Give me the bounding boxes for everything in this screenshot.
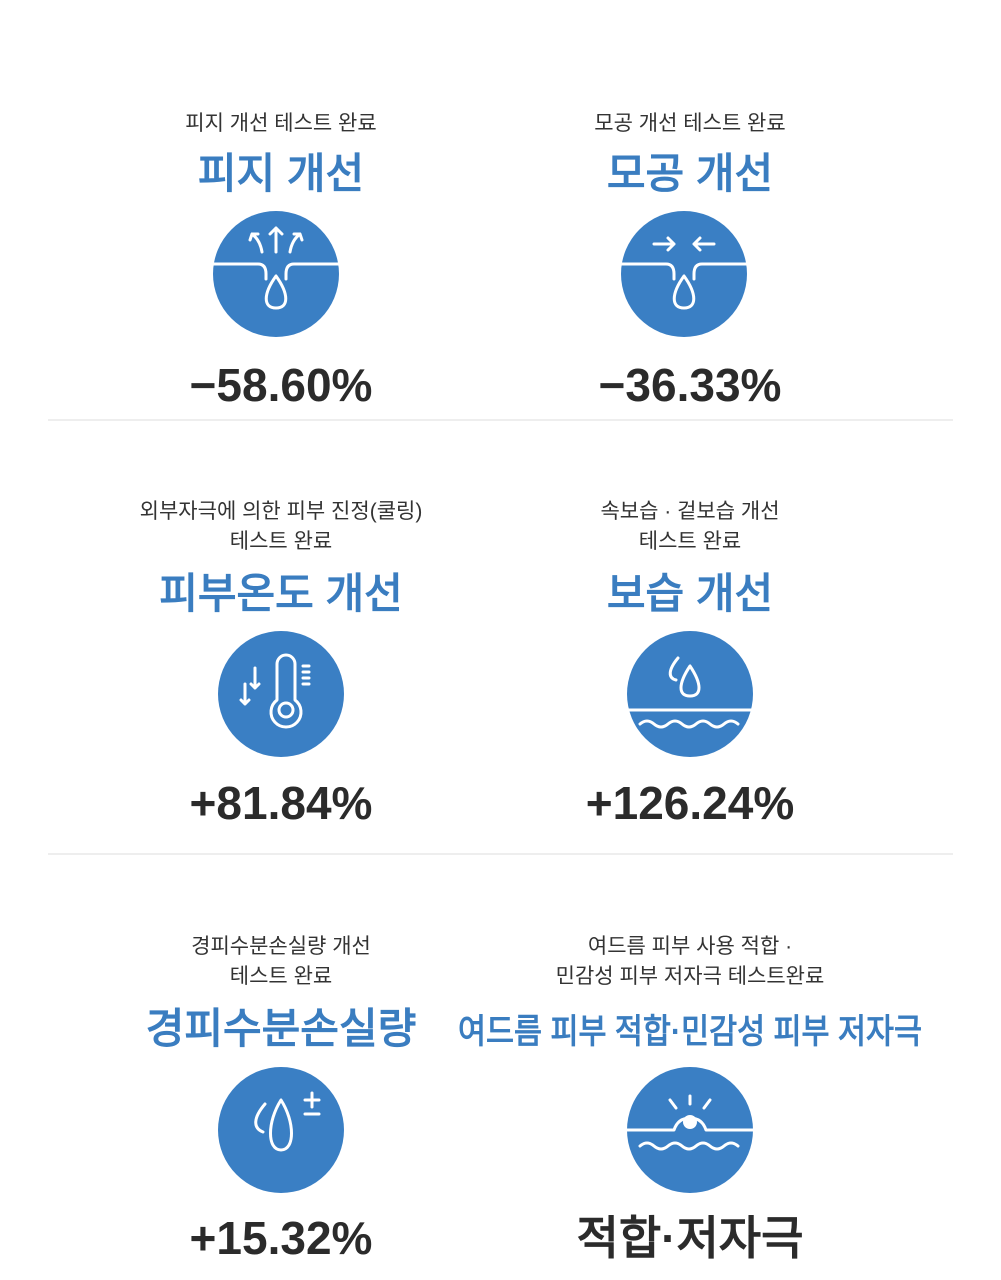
sebum-icon (211, 211, 341, 337)
subtitle: 테스트 완료 (230, 530, 332, 553)
subtitle: 여드름 피부 사용 적합 · (588, 935, 792, 958)
title: 보습 개선 (607, 570, 773, 617)
title: 피지 개선 (198, 150, 364, 197)
subtitle: 경피수분손실량 개선 (191, 935, 371, 958)
subtitle: 외부자극에 의한 피부 진정(쿨링) (140, 500, 423, 523)
water-loss-icon (218, 1067, 344, 1193)
subtitle: 민감성 피부 저자극 테스트완료 (556, 965, 825, 988)
title: 모공 개선 (607, 150, 773, 197)
result: −58.60% (190, 359, 373, 411)
result: 적합·저자극 (577, 1212, 804, 1264)
result: +126.24% (586, 777, 794, 829)
subtitle: 모공 개선 테스트 완료 (594, 112, 785, 135)
subtitle: 테스트 완료 (230, 965, 332, 988)
subtitle: 테스트 완료 (639, 530, 741, 553)
moisture-icon (625, 631, 755, 757)
pore-icon (619, 211, 749, 337)
result: +15.32% (190, 1212, 373, 1264)
sensitive-skin-icon (625, 1067, 755, 1193)
title: 피부온도 개선 (159, 570, 403, 617)
thermometer-icon (218, 631, 344, 757)
subtitle: 피지 개선 테스트 완료 (185, 112, 376, 135)
subtitle: 속보습 · 겉보습 개선 (600, 500, 779, 523)
result: −36.33% (599, 359, 782, 411)
result: +81.84% (190, 777, 373, 829)
title: 경피수분손실량 (146, 1005, 416, 1052)
title: 여드름 피부 적합·민감성 피부 저자극 (458, 1013, 922, 1051)
